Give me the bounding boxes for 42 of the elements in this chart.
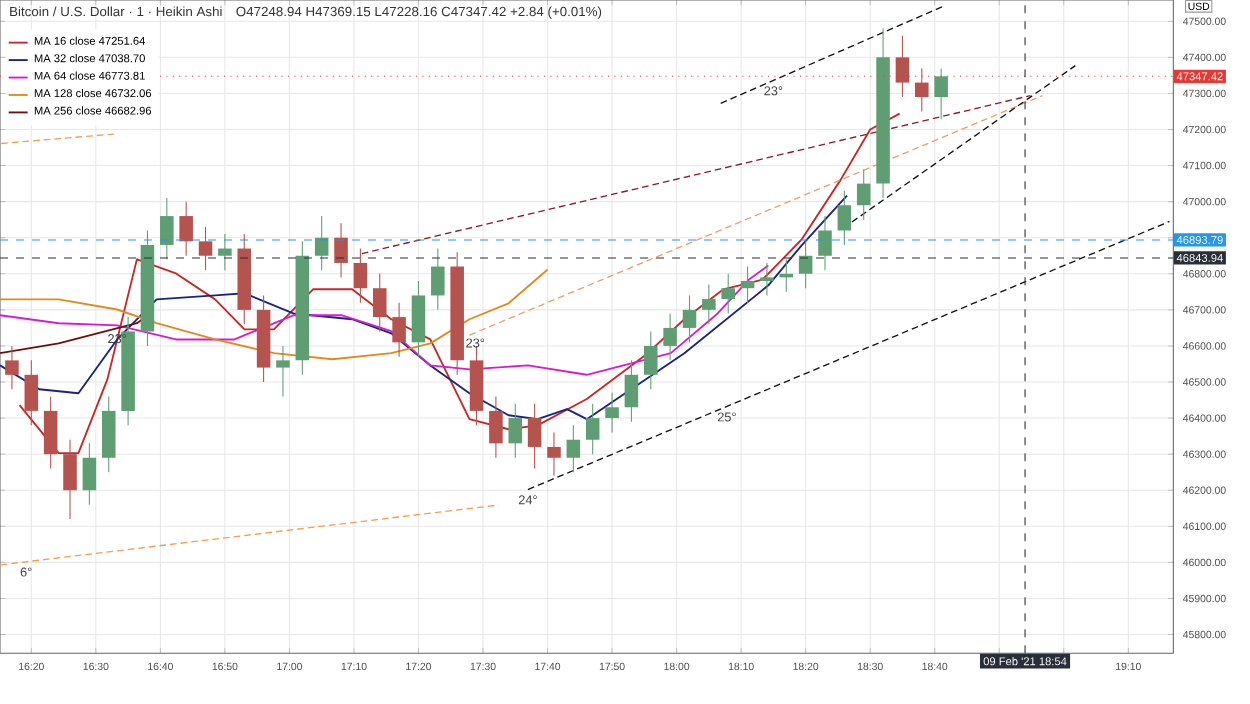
candlestick <box>798 240 813 289</box>
candlestick <box>915 67 929 112</box>
candlestick <box>508 403 523 459</box>
candlestick <box>547 431 561 477</box>
candlestick <box>372 273 387 333</box>
candlestick <box>314 215 329 271</box>
candlestick <box>334 222 348 278</box>
candlestick <box>760 262 774 296</box>
candlestick <box>856 168 871 221</box>
candlestick <box>682 294 697 343</box>
candlestick <box>101 395 116 473</box>
candlestick <box>895 35 910 98</box>
candlestick <box>24 359 39 426</box>
candlestick <box>353 248 368 304</box>
candlestick <box>624 359 639 423</box>
candlestick <box>63 439 77 520</box>
candlestick <box>721 273 735 315</box>
candlestick <box>702 284 716 325</box>
candlestick <box>431 248 445 311</box>
candlestick <box>179 201 193 257</box>
candlestick <box>934 67 948 120</box>
line-series <box>0 264 770 376</box>
candlestick <box>82 442 97 506</box>
candlestick <box>818 215 832 271</box>
candlestick <box>585 403 600 455</box>
candlestick <box>566 424 581 473</box>
candlestick <box>5 345 19 390</box>
candlestick <box>218 233 232 271</box>
candlestick <box>276 345 290 397</box>
candlestick <box>663 312 677 361</box>
candlestick <box>740 266 755 304</box>
candlestick <box>527 403 542 470</box>
candlestick <box>160 197 174 260</box>
line-series <box>0 268 549 361</box>
candlestick <box>392 302 406 358</box>
candlestick <box>411 280 426 358</box>
candlestick <box>605 392 619 434</box>
candlestick <box>837 190 852 246</box>
candlestick <box>198 226 213 271</box>
candlestick <box>489 395 503 459</box>
candlestick <box>43 395 58 470</box>
candlestick <box>644 330 658 390</box>
